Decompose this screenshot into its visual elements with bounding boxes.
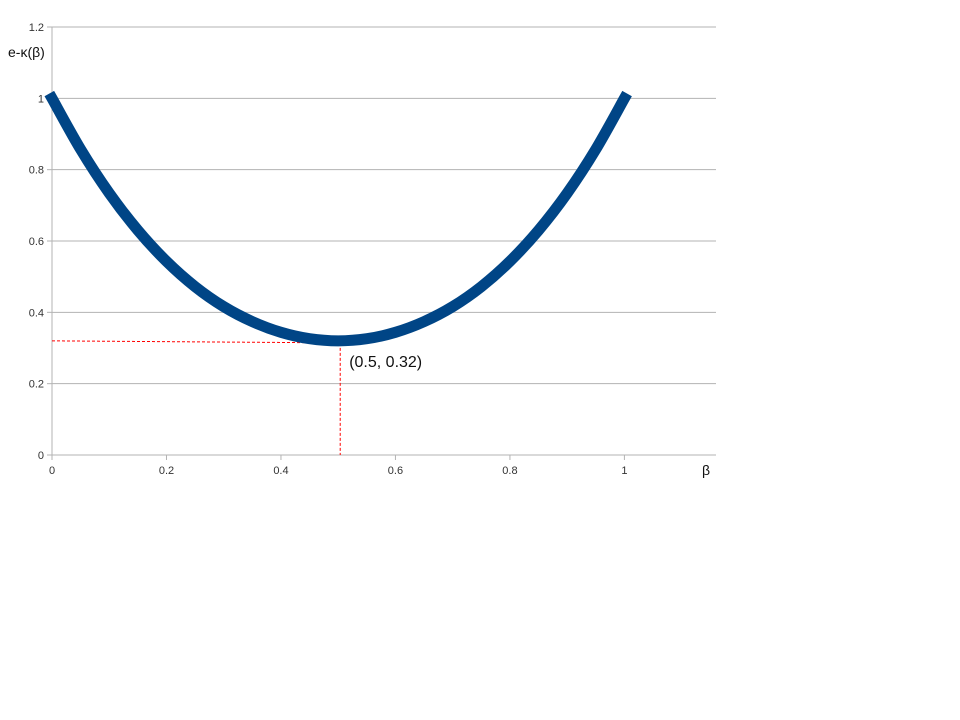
y-axis-title: e-κ(β) [8, 44, 45, 60]
series-group [44, 90, 632, 347]
y-tick-label: 1 [38, 93, 44, 105]
y-tick-label: 0.4 [29, 307, 44, 319]
x-tick-label: 0.4 [273, 465, 288, 477]
annotation-guides [51, 340, 341, 455]
y-tick-label: 0.8 [29, 165, 44, 177]
y-tick-label: 0.6 [29, 236, 44, 248]
y-tick-label: 1.2 [29, 22, 44, 34]
x-tick-label: 0.8 [502, 465, 517, 477]
x-tick-label: 1 [621, 465, 627, 477]
y-tick-label: 0.2 [29, 379, 44, 391]
x-tick-label: 0.2 [159, 465, 174, 477]
x-tick-labels: 0 0.2 0.4 0.6 0.8 1 [49, 465, 628, 477]
gridlines [47, 26, 716, 460]
series-line [44, 90, 632, 347]
annotation-label: (0.5, 0.32) [349, 354, 422, 371]
y-tick-label: 0 [38, 450, 44, 462]
x-axis-title: β [702, 462, 710, 478]
x-tick-label: 0.6 [388, 465, 403, 477]
x-tick-label: 0 [49, 465, 55, 477]
annotation-guide-horizontal [51, 340, 341, 344]
y-tick-labels: 0 0.2 0.4 0.6 0.8 1 1.2 [29, 22, 44, 462]
